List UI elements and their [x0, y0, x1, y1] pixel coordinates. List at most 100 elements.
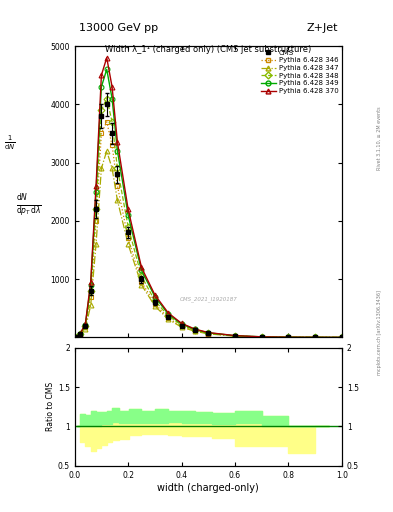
Pythia 6.428 346 [88, 293, 93, 300]
Y-axis label: Ratio to CMS: Ratio to CMS [46, 382, 55, 431]
Pythia 6.428 370 [105, 55, 109, 61]
Pythia 6.428 348 [286, 334, 291, 340]
Pythia 6.428 346 [340, 334, 344, 340]
Pythia 6.428 346 [126, 235, 130, 241]
Pythia 6.428 346 [78, 332, 83, 338]
Pythia 6.428 346 [166, 315, 171, 321]
Pythia 6.428 347 [110, 165, 114, 172]
Pythia 6.428 349 [115, 148, 120, 154]
Pythia 6.428 346 [83, 324, 88, 330]
Pythia 6.428 347 [83, 326, 88, 332]
Pythia 6.428 349 [233, 333, 237, 339]
Pythia 6.428 347 [313, 334, 318, 340]
Pythia 6.428 370 [78, 331, 83, 337]
Pythia 6.428 346 [105, 119, 109, 125]
Pythia 6.428 346 [259, 334, 264, 340]
Text: mcplots.cern.ch [arXiv:1306.3436]: mcplots.cern.ch [arXiv:1306.3436] [377, 290, 382, 375]
Text: CMS_2021_I1920187: CMS_2021_I1920187 [180, 297, 237, 303]
Pythia 6.428 349 [105, 67, 109, 73]
Pythia 6.428 347 [193, 328, 197, 334]
Pythia 6.428 348 [259, 334, 264, 340]
Pythia 6.428 348 [233, 333, 237, 339]
Pythia 6.428 349 [206, 330, 211, 336]
Pythia 6.428 347 [94, 241, 98, 247]
Pythia 6.428 349 [139, 267, 144, 273]
Pythia 6.428 348 [193, 327, 197, 333]
Pythia 6.428 348 [206, 330, 211, 336]
Pythia 6.428 349 [179, 321, 184, 327]
Pythia 6.428 370 [115, 139, 120, 145]
Pythia 6.428 348 [166, 313, 171, 319]
Pythia 6.428 348 [72, 334, 77, 340]
Pythia 6.428 348 [88, 288, 93, 294]
Line: Pythia 6.428 370: Pythia 6.428 370 [72, 55, 344, 340]
Pythia 6.428 370 [83, 321, 88, 327]
Pythia 6.428 349 [286, 334, 291, 340]
Pythia 6.428 370 [94, 183, 98, 189]
Pythia 6.428 348 [110, 119, 114, 125]
Pythia 6.428 349 [152, 293, 157, 300]
Pythia 6.428 346 [115, 183, 120, 189]
Pythia 6.428 370 [72, 334, 77, 340]
Text: $\frac{1}{\mathrm{d}N}$: $\frac{1}{\mathrm{d}N}$ [4, 134, 15, 153]
Pythia 6.428 349 [72, 334, 77, 340]
Pythia 6.428 349 [78, 331, 83, 337]
Pythia 6.428 370 [340, 334, 344, 340]
Pythia 6.428 349 [126, 212, 130, 218]
Pythia 6.428 370 [88, 279, 93, 285]
Pythia 6.428 348 [152, 297, 157, 304]
Pythia 6.428 370 [110, 84, 114, 90]
Pythia 6.428 346 [152, 301, 157, 307]
Pythia 6.428 370 [286, 334, 291, 340]
Pythia 6.428 346 [313, 334, 318, 340]
Pythia 6.428 347 [233, 333, 237, 339]
Pythia 6.428 348 [340, 334, 344, 340]
Pythia 6.428 347 [340, 334, 344, 340]
Pythia 6.428 347 [78, 332, 83, 338]
Pythia 6.428 347 [152, 303, 157, 309]
Pythia 6.428 349 [340, 334, 344, 340]
Pythia 6.428 370 [139, 264, 144, 270]
Text: $\mathrm{d}N$
$\overline{\mathrm{d}p_T\,\mathrm{d}\lambda}$: $\mathrm{d}N$ $\overline{\mathrm{d}p_T\,… [16, 191, 42, 219]
Text: Z+Jet: Z+Jet [307, 23, 338, 33]
Pythia 6.428 370 [126, 206, 130, 212]
Pythia 6.428 349 [313, 334, 318, 340]
Pythia 6.428 346 [139, 279, 144, 285]
Legend: CMS, Pythia 6.428 346, Pythia 6.428 347, Pythia 6.428 348, Pythia 6.428 349, Pyt: CMS, Pythia 6.428 346, Pythia 6.428 347,… [259, 48, 340, 96]
Pythia 6.428 346 [72, 334, 77, 340]
Pythia 6.428 346 [110, 142, 114, 148]
Pythia 6.428 370 [206, 330, 211, 336]
Pythia 6.428 370 [193, 326, 197, 332]
Pythia 6.428 346 [94, 218, 98, 224]
Pythia 6.428 347 [206, 331, 211, 337]
Pythia 6.428 349 [193, 327, 197, 333]
Text: Rivet 3.1.10, ≥ 2M events: Rivet 3.1.10, ≥ 2M events [377, 106, 382, 170]
Pythia 6.428 348 [105, 95, 109, 101]
Pythia 6.428 346 [206, 330, 211, 336]
Pythia 6.428 349 [110, 95, 114, 101]
Pythia 6.428 347 [126, 241, 130, 247]
Pythia 6.428 348 [179, 322, 184, 328]
Pythia 6.428 347 [105, 148, 109, 154]
Pythia 6.428 370 [313, 334, 318, 340]
Line: Pythia 6.428 348: Pythia 6.428 348 [72, 96, 344, 340]
Pythia 6.428 347 [139, 282, 144, 288]
Pythia 6.428 349 [259, 334, 264, 340]
Pythia 6.428 370 [152, 292, 157, 298]
Pythia 6.428 348 [99, 107, 104, 113]
Pythia 6.428 349 [88, 282, 93, 288]
Pythia 6.428 347 [88, 302, 93, 308]
Pythia 6.428 370 [99, 72, 104, 78]
Pythia 6.428 347 [99, 165, 104, 172]
Pythia 6.428 348 [83, 323, 88, 329]
Pythia 6.428 347 [286, 334, 291, 340]
Pythia 6.428 370 [179, 321, 184, 327]
Pythia 6.428 346 [286, 334, 291, 340]
Pythia 6.428 348 [313, 334, 318, 340]
Pythia 6.428 349 [94, 188, 98, 195]
Pythia 6.428 346 [233, 333, 237, 339]
Pythia 6.428 348 [94, 206, 98, 212]
Pythia 6.428 347 [72, 334, 77, 340]
Line: Pythia 6.428 349: Pythia 6.428 349 [72, 67, 344, 340]
Pythia 6.428 349 [83, 322, 88, 328]
